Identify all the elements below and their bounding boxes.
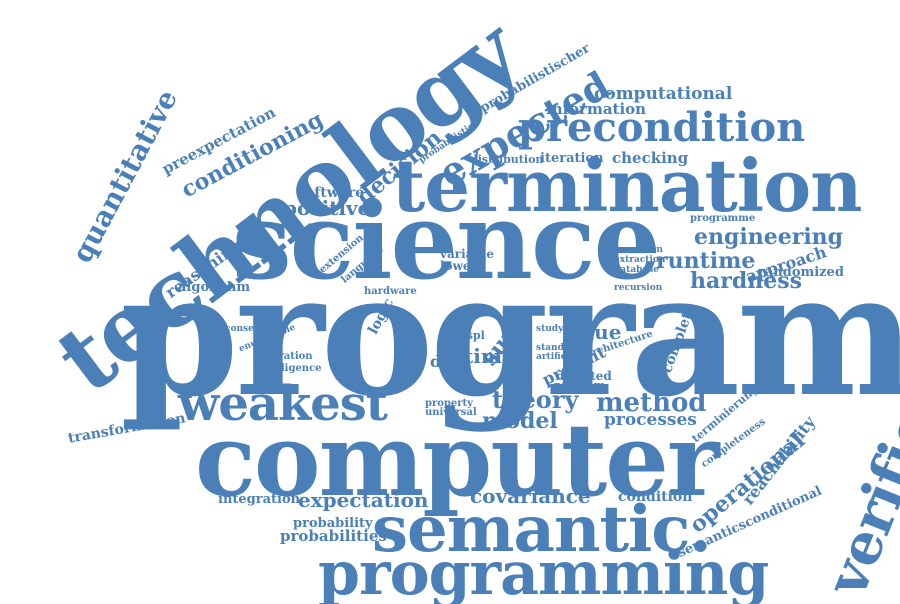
word-database: database xyxy=(614,265,660,275)
word-intelligence: intelligence xyxy=(255,363,322,374)
word-distribution: distribution xyxy=(470,153,544,166)
word-study: study xyxy=(536,324,564,334)
word-variable: variable xyxy=(440,247,494,261)
word-information: information xyxy=(546,100,647,118)
word-randomized: randomized xyxy=(758,265,844,280)
word-expectation: expectation xyxy=(298,488,429,512)
word-theory: theory xyxy=(492,385,579,414)
word-computer: computer xyxy=(195,401,720,519)
word-hardness: hardness xyxy=(690,268,802,294)
word-method: method xyxy=(596,388,707,418)
word-processes: processes xyxy=(604,410,697,430)
word-algorithm: algorithm xyxy=(178,280,251,295)
word-standard: standard xyxy=(536,343,581,353)
word-probability: probability xyxy=(293,516,373,531)
word-model: model xyxy=(482,408,558,434)
word-hardware: hardware xyxy=(364,286,417,297)
word-semantic: semantic. xyxy=(372,492,712,567)
word-computational: computational xyxy=(594,84,733,104)
word-cspl: cspl xyxy=(460,329,485,342)
word-weakest: weakest xyxy=(178,376,388,432)
word-runtime: runtime xyxy=(656,248,756,274)
word-science: science xyxy=(232,178,661,303)
word-covariance: covariance xyxy=(470,484,591,508)
word-lower: lower xyxy=(440,259,477,273)
word-property: property xyxy=(425,398,473,409)
word-universal: universal xyxy=(425,407,477,418)
word-programming: programming xyxy=(318,539,769,604)
word-execution: execution xyxy=(614,245,663,255)
word-termination: termination xyxy=(392,143,863,228)
word-checking: checking xyxy=(612,149,689,167)
word-extraction: extraction xyxy=(614,255,666,265)
word-positive: positive xyxy=(283,196,371,220)
word-engineering: engineering xyxy=(694,224,844,250)
word-recursion: recursion xyxy=(614,283,663,293)
word-iteration: iteration xyxy=(540,151,604,166)
word-problem: problem xyxy=(554,379,606,392)
word-directed: directed xyxy=(556,369,612,383)
word-program: program xyxy=(120,235,900,435)
word-programme: programme xyxy=(690,213,756,224)
word-separation: separation xyxy=(253,351,313,362)
word-condition: condition xyxy=(618,489,693,505)
word-integration: integration xyxy=(218,492,301,507)
word-conservative: conservative xyxy=(225,324,289,334)
word-artificial: artificial xyxy=(536,352,579,362)
word-data: data xyxy=(430,352,470,371)
word-precondition: precondition xyxy=(518,104,806,151)
word-value: value xyxy=(562,320,622,344)
word-probabilities: probabilities xyxy=(280,527,387,545)
word-software: software xyxy=(297,185,365,201)
word-time: time xyxy=(464,344,515,368)
